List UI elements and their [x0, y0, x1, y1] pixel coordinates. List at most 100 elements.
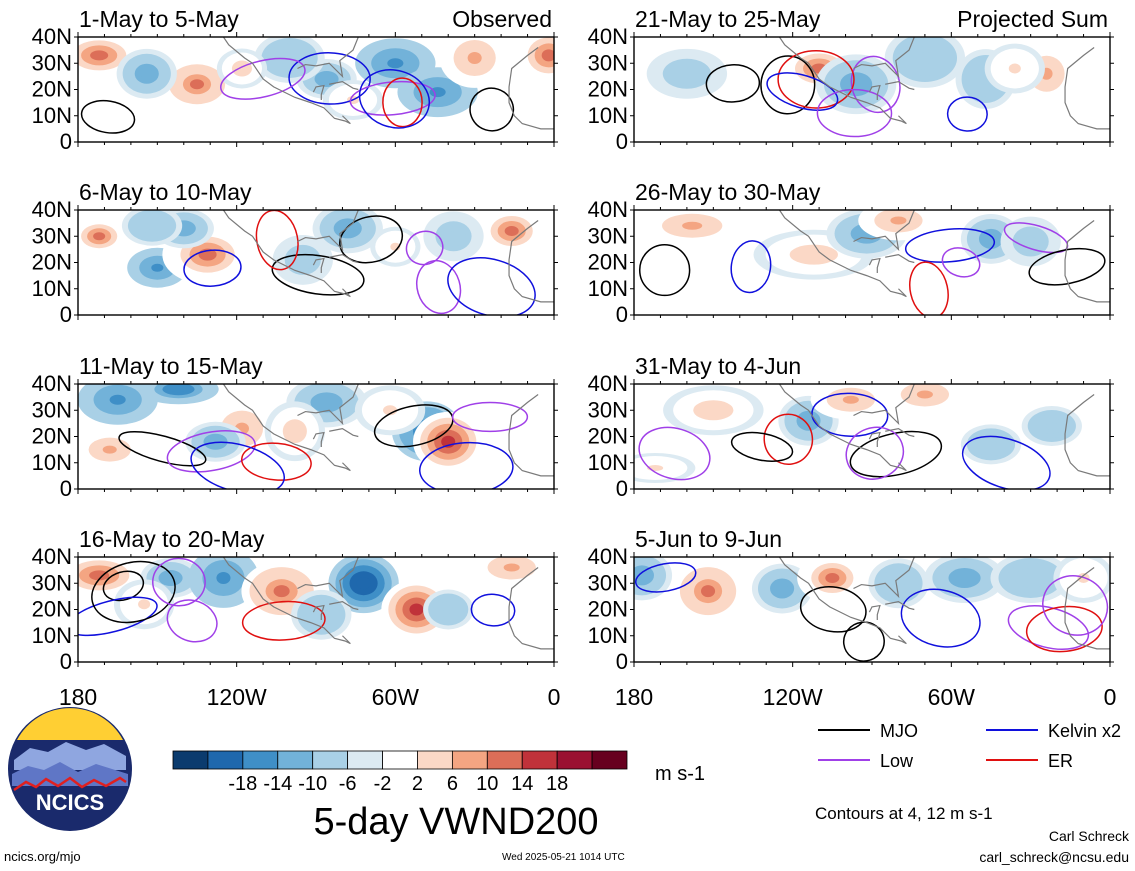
contour-line [946, 96, 988, 132]
legend-label: Low [880, 751, 914, 771]
anomaly-level [635, 570, 648, 581]
contour-line [416, 259, 462, 315]
negative-anomaly [121, 210, 183, 246]
anomaly-level [273, 585, 290, 598]
panel-title: 16-May to 20-May [79, 526, 265, 552]
contour-line [190, 441, 286, 489]
coastline [312, 604, 325, 620]
y-tick-label: 30N [588, 50, 628, 75]
contour-line [634, 562, 697, 593]
map-panel [78, 384, 554, 489]
colorbar-tick-label: 10 [476, 773, 498, 795]
panel-title: 26-May to 30-May [635, 179, 821, 205]
anomaly-level [90, 50, 109, 61]
map-panel [78, 37, 554, 142]
contour-line [1042, 575, 1109, 636]
anomaly-level [1008, 63, 1021, 74]
negative-anomaly [990, 557, 1071, 603]
contour-line [419, 441, 514, 489]
contour-line [451, 401, 529, 433]
coastline [329, 427, 359, 438]
contour-line [763, 413, 814, 465]
legend-label: ER [1048, 751, 1073, 771]
colorbar-segment [172, 750, 209, 770]
map-panel [78, 210, 554, 315]
y-tick-label: 10N [32, 276, 72, 301]
contour-line [183, 249, 242, 287]
panel-title: 6-May to 10-May [79, 179, 252, 205]
colorbar-tick-label: -10 [298, 773, 327, 795]
anomaly-level [409, 603, 424, 616]
negative-anomaly [423, 589, 474, 630]
negative-anomaly [868, 558, 929, 609]
coastline [312, 84, 325, 100]
map-panel [634, 557, 1110, 662]
anomaly-level [356, 577, 371, 590]
positive-anomaly [858, 210, 939, 241]
negative-anomaly [884, 37, 966, 88]
contour-line [845, 426, 905, 480]
contour-line [78, 596, 158, 637]
colorbar-tick-label: -14 [263, 773, 292, 795]
observed-label: Observed [452, 6, 552, 32]
positive-anomaly [216, 48, 268, 89]
negative-anomaly [254, 37, 325, 83]
footer-email[interactable]: carl_schreck@ncsu.edu [979, 849, 1129, 865]
y-tick-label: 20N [588, 250, 628, 275]
footer-author: Carl Schreck [1048, 828, 1129, 844]
contour-note: Contours at 4, 12 m s-1 [815, 804, 993, 823]
colorbar-segment [556, 750, 593, 770]
anomaly-level [541, 49, 554, 62]
coastline [1064, 220, 1110, 303]
colorbar-segment [486, 750, 523, 770]
footer-url[interactable]: ncics.org/mjo [4, 849, 81, 864]
negative-anomaly [924, 557, 1005, 603]
panel-title: 31-May to 4-Jun [635, 353, 801, 379]
anomaly-level [151, 263, 164, 272]
y-tick-label: 40N [588, 371, 628, 396]
y-tick-label: 30N [588, 397, 628, 422]
y-tick-label: 30N [588, 570, 628, 595]
y-tick-label: 40N [588, 197, 628, 222]
coastline [1064, 394, 1110, 477]
anomaly-level [443, 605, 454, 614]
contour-line [799, 586, 867, 633]
anomaly-level [288, 425, 301, 438]
colorbar-segment [242, 750, 279, 770]
positive-anomaly [370, 226, 421, 267]
negative-anomaly [78, 384, 158, 425]
coastline [297, 37, 359, 79]
y-tick-label: 10N [588, 276, 628, 301]
positive-anomaly [884, 384, 966, 415]
positive-anomaly [354, 385, 426, 436]
map-panel [634, 384, 1110, 489]
coastline [868, 604, 881, 620]
coastline [222, 210, 351, 298]
positive-anomaly [78, 216, 130, 257]
positive-anomaly [672, 561, 744, 622]
contour-line [1025, 605, 1103, 653]
coastline [222, 557, 351, 645]
chart-title: 5-day VWND200 [313, 801, 598, 843]
y-tick-label: 0 [60, 302, 72, 327]
anomaly-level [503, 563, 520, 572]
legend-label: MJO [880, 721, 918, 741]
contour-line [909, 261, 949, 315]
coastline [853, 37, 915, 79]
coastline [329, 600, 359, 611]
negative-anomaly [1021, 406, 1082, 446]
anomaly-level [146, 221, 159, 230]
contour-line [900, 588, 981, 648]
positive-anomaly [78, 429, 145, 470]
y-tick-label: 10N [588, 623, 628, 648]
negative-anomaly [312, 210, 383, 254]
panel-title: 1-May to 5-May [79, 6, 239, 32]
y-tick-label: 0 [60, 129, 72, 154]
map-panel [634, 210, 1110, 315]
anomaly-level [825, 573, 840, 583]
y-tick-label: 20N [32, 77, 72, 102]
y-tick-label: 40N [32, 24, 72, 49]
x-tick-label: 120W [763, 684, 823, 710]
colorbar-segment [312, 750, 349, 770]
anomaly-level [956, 573, 973, 583]
